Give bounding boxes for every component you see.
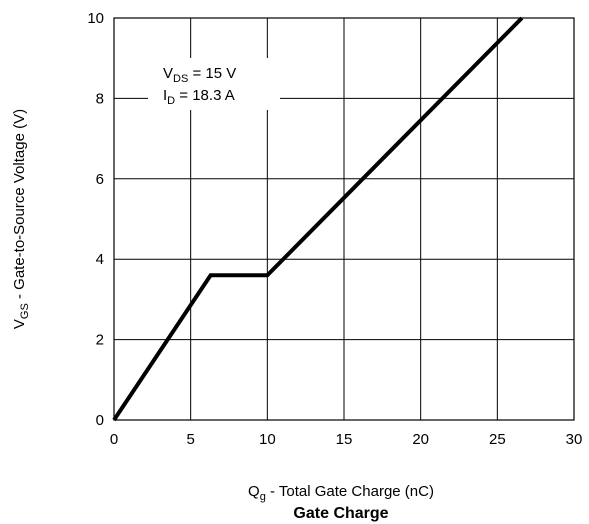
chart-title: Gate Charge <box>293 505 388 522</box>
annotation-vds: VDS = 15 V <box>163 65 236 85</box>
x-tick-label: 10 <box>259 431 276 448</box>
annotation-id: ID = 18.3 A <box>163 87 235 107</box>
annotation-background <box>148 58 280 110</box>
x-tick-label: 30 <box>566 431 583 448</box>
y-tick-labels: 0 2 4 6 8 10 <box>87 10 104 429</box>
x-tick-labels: 0 5 10 15 20 25 30 <box>110 431 583 448</box>
y-tick-label: 4 <box>96 251 104 268</box>
series-line <box>112 16 524 422</box>
plot-frame <box>113 17 575 421</box>
x-axis-label: Qg - Total Gate Charge (nC) <box>248 483 434 503</box>
y-tick-label: 6 <box>96 171 104 188</box>
x-tick-label: 20 <box>412 431 429 448</box>
series-layer <box>112 16 524 422</box>
y-tick-label: 10 <box>87 10 104 27</box>
y-axis-label: VGS - Gate-to-Source Voltage (V) <box>11 109 31 329</box>
y-tick-label: 2 <box>96 332 104 349</box>
y-tick-label: 8 <box>96 90 104 107</box>
x-tick-label: 15 <box>336 431 353 448</box>
x-tick-label: 0 <box>110 431 118 448</box>
y-tick-label: 0 <box>96 412 104 429</box>
x-tick-label: 5 <box>186 431 194 448</box>
x-tick-label: 25 <box>489 431 506 448</box>
